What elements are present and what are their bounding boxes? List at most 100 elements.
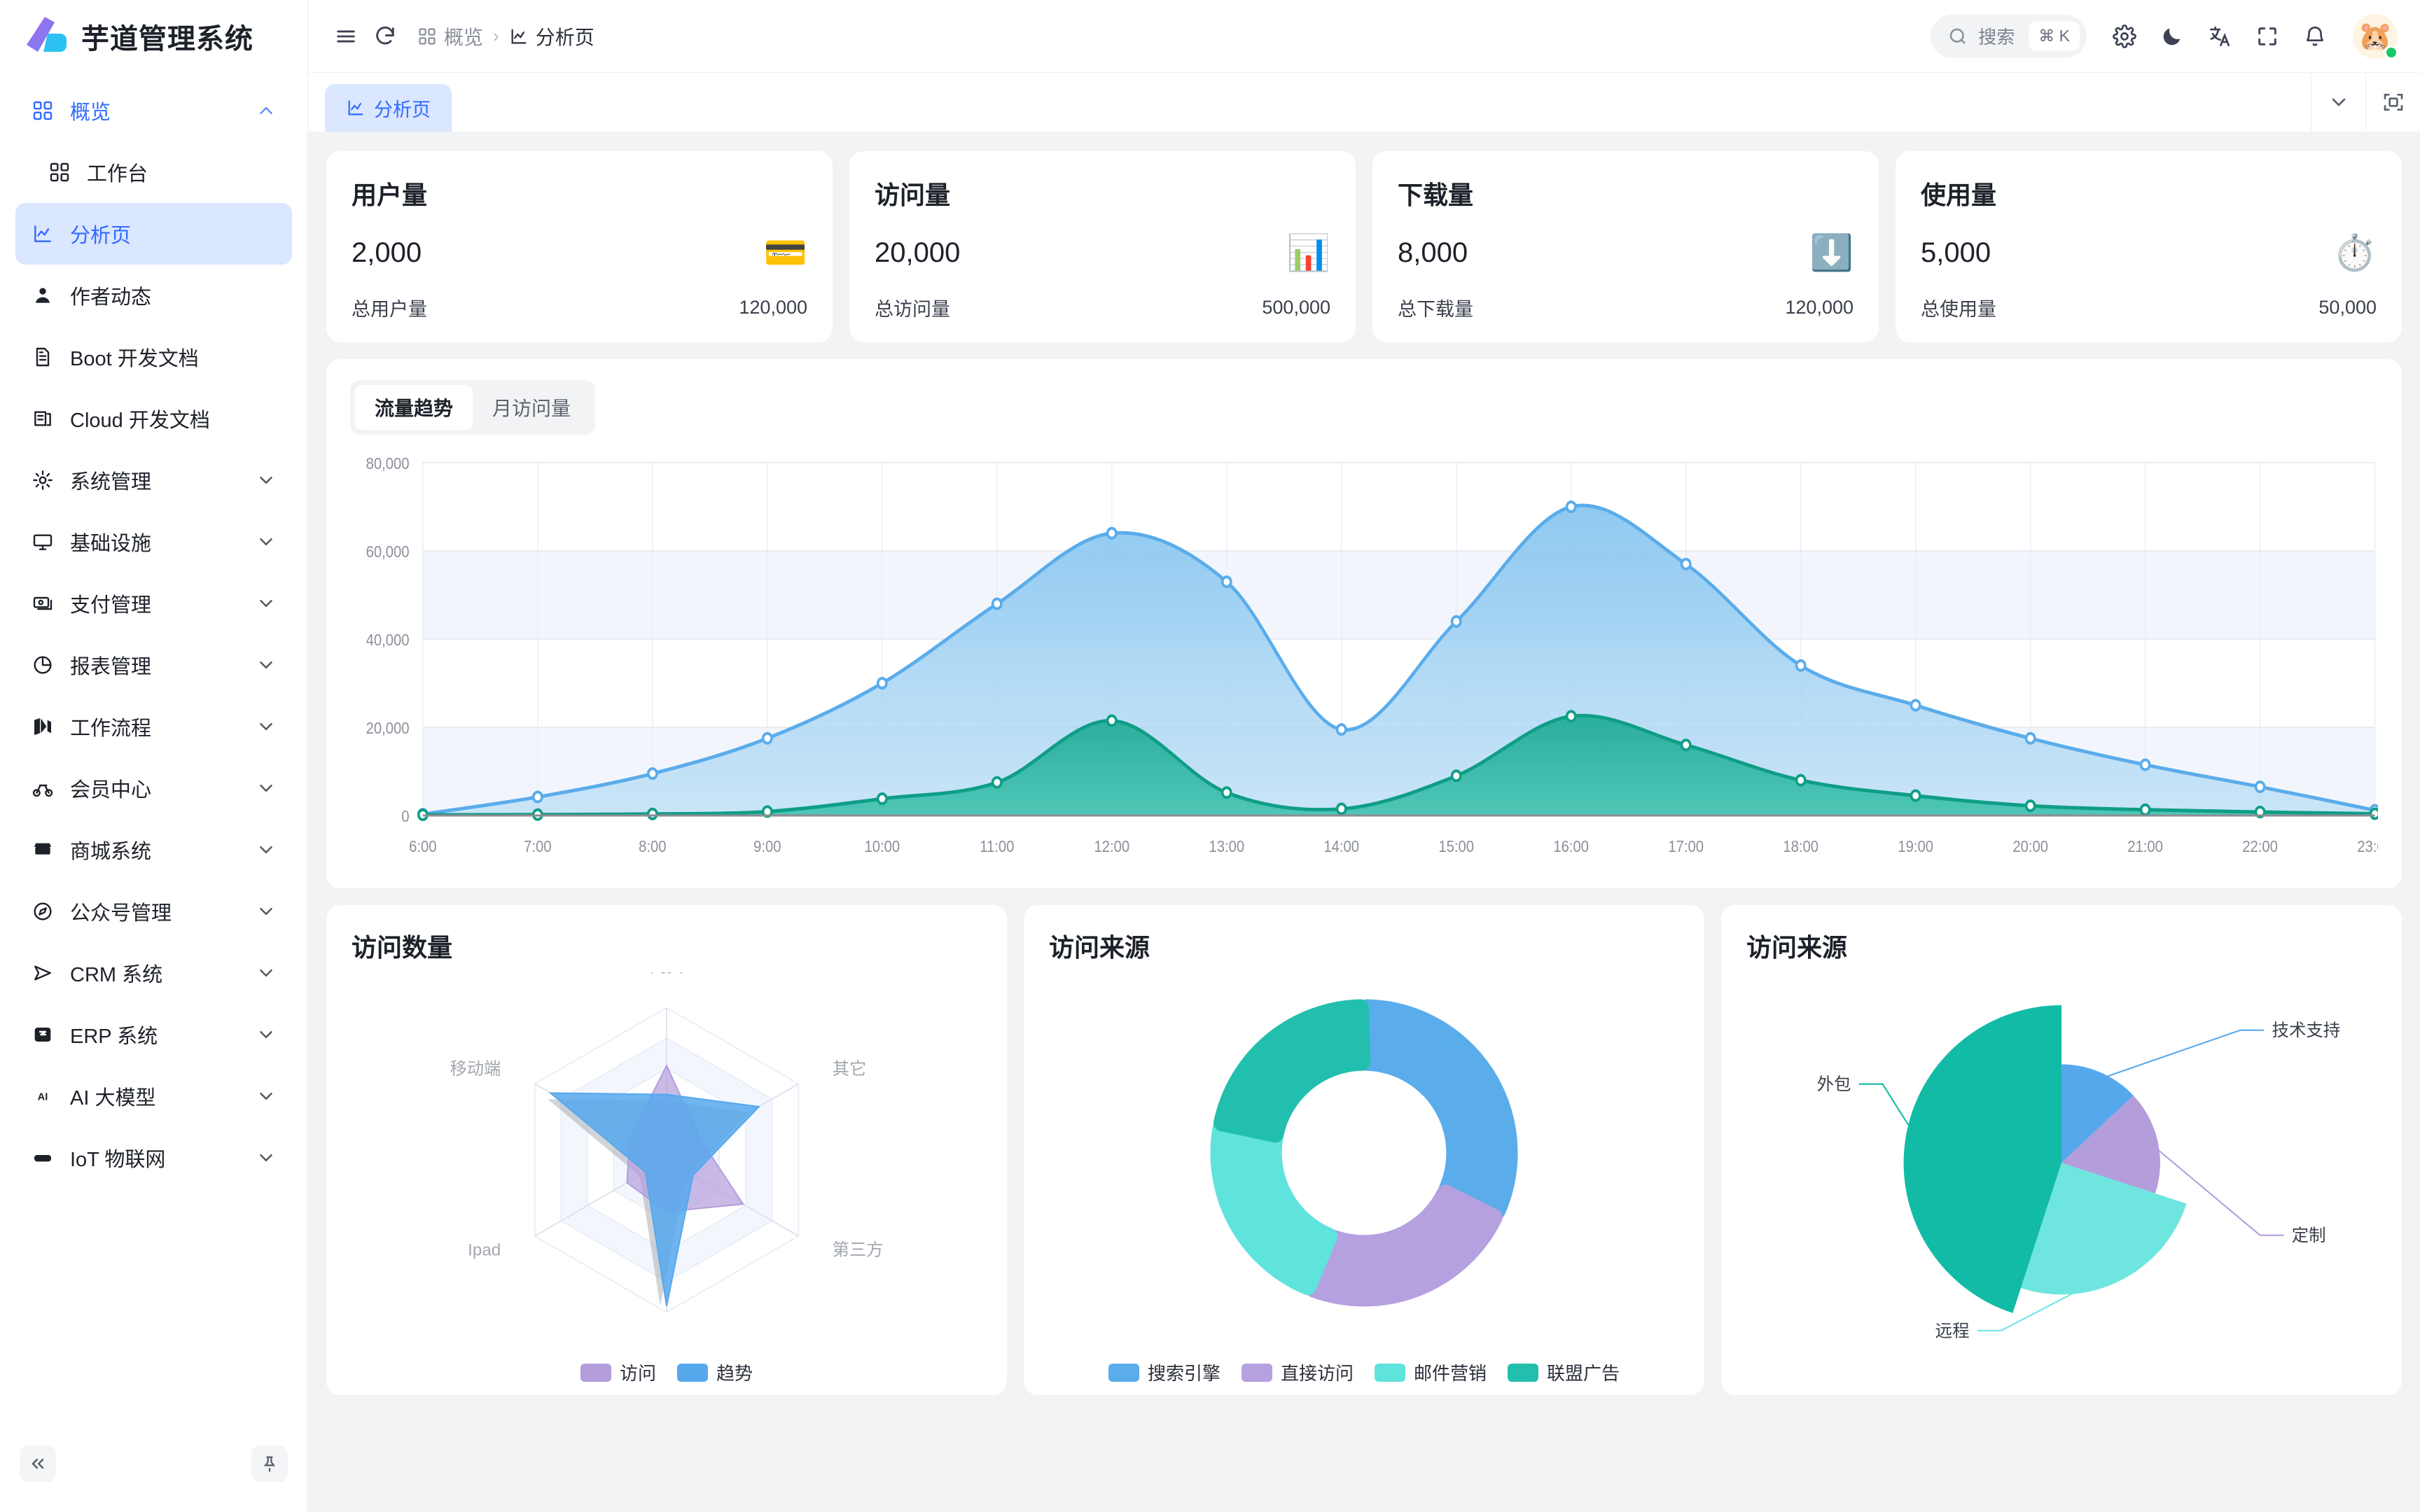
legend-item[interactable]: 联盟广告 [1508,1359,1620,1385]
svg-text:80,000: 80,000 [366,454,410,473]
legend-item[interactable]: 访问 [580,1359,656,1385]
sidebar-item-6[interactable]: 系统管理 [15,449,292,511]
legend-swatch [1375,1363,1405,1382]
breadcrumb-item-overview[interactable]: 概览 [417,22,483,50]
pie-chart-panel: 访问来源 技术支持 定制 远程 外包 [1721,905,2402,1395]
stat-icon: 📊 [1286,233,1330,272]
sidebar-item-4[interactable]: Boot 开发文档 [15,326,292,388]
sidebar-item-16[interactable]: AI AI 大模型 [15,1065,292,1127]
svg-text:0: 0 [401,807,409,826]
translate-icon[interactable] [2200,17,2239,56]
app-logo[interactable]: 芋道管理系统 [0,0,307,73]
refresh-icon[interactable] [366,17,405,56]
chevron-down-icon[interactable] [256,901,277,922]
sidebar-item-5[interactable]: Cloud 开发文档 [15,388,292,449]
status-badge [2384,45,2398,59]
breadcrumb-label: 概览 [444,26,484,48]
chevron-down-icon[interactable] [256,1147,277,1168]
sidebar-item-label: AI 大模型 [70,1087,156,1110]
stat-total-value: 50,000 [2318,297,2377,318]
stat-title: 访问量 [875,181,951,209]
grid-icon [31,99,55,122]
legend-item[interactable]: 邮件营销 [1375,1359,1487,1385]
trend-tab-traffic[interactable]: 流量趋势 [355,385,473,430]
legend-swatch [1508,1363,1539,1382]
legend-item[interactable]: 直接访问 [1241,1359,1354,1385]
legend-swatch [1241,1363,1272,1382]
sidebar-item-10[interactable]: 工作流程 [15,696,292,757]
avatar[interactable]: 🐹 [2353,13,2398,59]
svg-text:网页: 网页 [650,972,684,976]
bell-icon[interactable] [2295,17,2335,56]
erp-icon [31,1023,55,1046]
chevron-down-icon[interactable] [256,716,277,737]
chevron-down-icon[interactable] [256,531,277,552]
stat-value: 20,000 [875,237,961,268]
chevron-down-icon[interactable] [256,654,277,676]
search-icon [1947,26,1968,47]
svg-text:40,000: 40,000 [366,631,410,650]
sidebar-item-1[interactable]: 工作台 [15,141,292,203]
sidebar-item-14[interactable]: CRM 系统 [15,942,292,1004]
svg-text:22:00: 22:00 [2242,837,2278,856]
sidebar-item-13[interactable]: 公众号管理 [15,881,292,942]
sidebar-item-3[interactable]: 作者动态 [15,265,292,326]
chart-icon [348,100,363,115]
chevron-up-icon[interactable] [256,100,277,121]
breadcrumb-item-analysis[interactable]: 分析页 [509,22,594,50]
send-icon [31,961,55,985]
chevron-down-icon[interactable] [256,1086,277,1107]
legend-item[interactable]: 趋势 [677,1359,753,1385]
hamburger-icon[interactable] [326,17,366,56]
ai-icon: AI [31,1084,55,1108]
trend-tab-monthly[interactable]: 月访问量 [492,398,571,419]
maximize-icon[interactable] [2365,73,2420,132]
legend-label: 趋势 [716,1363,753,1384]
user-icon [31,284,55,307]
tab-analysis[interactable]: 分析页 [325,84,452,132]
moon-icon[interactable] [2153,17,2192,56]
sidebar-item-9[interactable]: 报表管理 [15,634,292,696]
sidebar-item-8[interactable]: 支付管理 [15,573,292,634]
sidebar-item-15[interactable]: ERP 系统 [15,1004,292,1065]
search-input[interactable]: 搜索 ⌘ K [1931,14,2087,58]
chevron-down-icon[interactable] [256,1024,277,1045]
sidebar-item-0[interactable]: 概览 [15,80,292,141]
monitor-icon [31,530,55,554]
svg-text:16:00: 16:00 [1553,837,1589,856]
sidebar-item-label: ERP 系统 [70,1026,158,1048]
chevron-down-icon[interactable] [256,470,277,491]
sidebar-item-label: 会员中心 [70,779,152,802]
sidebar-item-11[interactable]: 会员中心 [15,757,292,819]
fullscreen-icon[interactable] [2248,17,2287,56]
chart-icon [31,222,55,246]
stat-total-value: 120,000 [739,297,807,318]
svg-text:17:00: 17:00 [1668,837,1704,856]
sidebar-collapse-button[interactable] [20,1446,56,1482]
sidebar-item-17[interactable]: IoT 物联网 [15,1127,292,1189]
server-icon [31,1146,55,1170]
sidebar-item-label: 分析页 [70,225,132,247]
chevron-down-icon[interactable] [256,778,277,799]
chevron-down-icon[interactable] [256,962,277,983]
header-actions: 🐹 [2105,13,2398,59]
chevron-down-icon[interactable] [256,593,277,614]
sidebar-item-7[interactable]: 基础设施 [15,511,292,573]
svg-text:23:00: 23:00 [2357,837,2378,856]
svg-text:10:00: 10:00 [864,837,900,856]
sidebar-item-12[interactable]: 商城系统 [15,819,292,881]
chevron-down-icon[interactable] [256,839,277,860]
radar-chart: 网页其它第三方客户端Ipad移动端 [326,972,1007,1340]
gear-icon[interactable] [2105,17,2144,56]
trend-area-chart: 0 20,000 40,000 60,000 80,000 6:00 7:00 8:00 9:0… [350,453,2378,873]
stat-total-label: 总访问量 [875,299,950,320]
legend-item[interactable]: 搜索引擎 [1108,1359,1221,1385]
sidebar-footer [0,1428,307,1512]
grid-icon [419,27,436,45]
sidebar-item-label: Boot 开发文档 [70,348,199,370]
chevron-down-icon[interactable] [2311,73,2365,132]
sidebar-item-2[interactable]: 分析页 [15,203,292,265]
sidebar-pin-button[interactable] [251,1446,288,1482]
